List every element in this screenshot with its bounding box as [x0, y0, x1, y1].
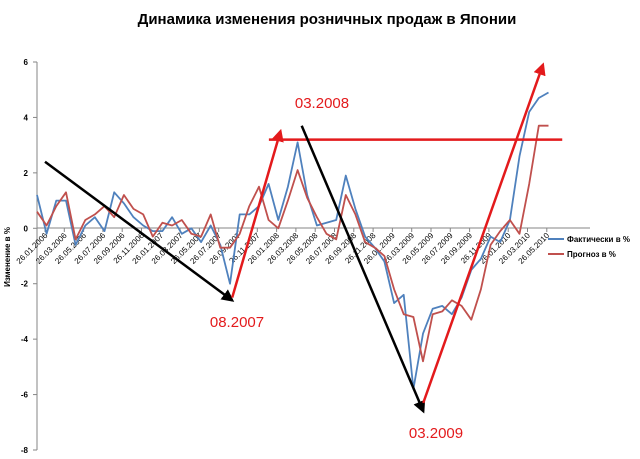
y-tick-label: -4 [21, 335, 29, 344]
y-tick-label: 0 [24, 224, 29, 233]
legend: Фактически в % Прогноз в % [548, 235, 630, 259]
y-axis-label: Изменение в % [3, 227, 12, 287]
annotation-08-2007: 08.2007 [210, 314, 264, 331]
y-tick-label: 4 [24, 113, 29, 122]
y-tick-label: 6 [24, 58, 29, 67]
trend-arrow [300, 125, 426, 414]
series-line-forecast [36, 124, 549, 363]
trend-arrow [44, 160, 235, 302]
y-axis-ticks: -8 -6 -4 -2 0 2 4 6 [21, 58, 37, 455]
chart-title: Динамика изменения розничных продаж в Яп… [138, 11, 517, 28]
y-tick-label: -2 [21, 280, 29, 289]
y-tick-label: -6 [21, 391, 29, 400]
y-tick-label: 2 [24, 169, 29, 178]
y-tick-label: -8 [21, 446, 29, 455]
legend-label-forecast: Прогноз в % [567, 250, 616, 259]
annotation-03-2009: 03.2009 [409, 425, 463, 442]
x-axis-ticks: 26.01.200626.03.200626.05.200626.07.2006… [15, 228, 552, 266]
legend-label-actual: Фактически в % [567, 235, 630, 244]
annotation-03-2008: 03.2008 [295, 95, 349, 112]
trend-overlays [44, 62, 563, 414]
trend-arrow [422, 62, 546, 404]
trend-arrow [231, 128, 284, 298]
